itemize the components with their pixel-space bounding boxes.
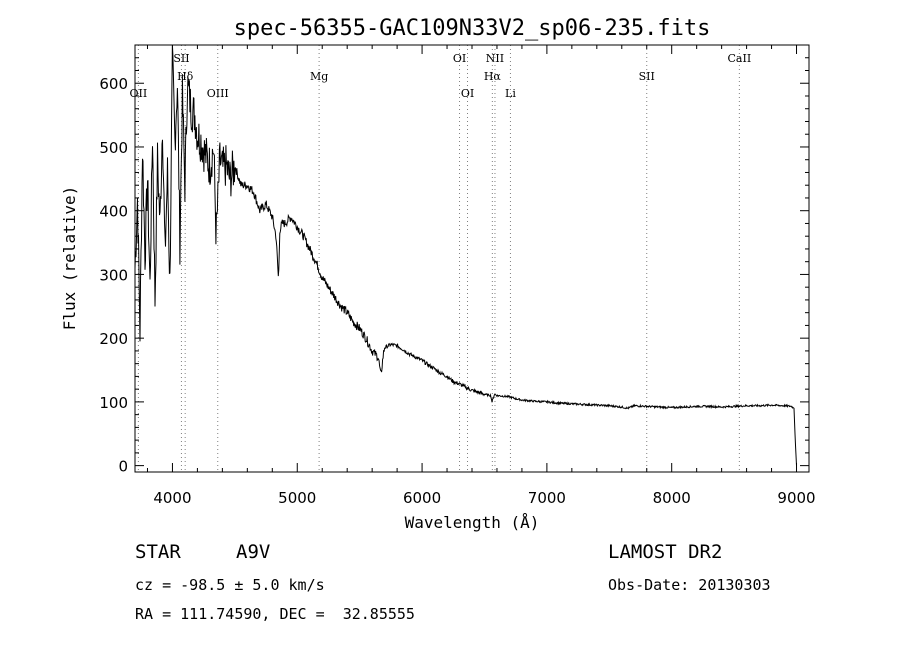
object-type: STAR xyxy=(135,541,181,563)
x-tick-label-3: 7000 xyxy=(528,489,566,507)
spectral-line-label-6: OI xyxy=(461,87,474,100)
y-tick-label-2: 200 xyxy=(99,330,128,348)
axis-ticks: 4000 5000 6000 7000 8000 9000 0 100 200 300 400 500… xyxy=(99,45,816,507)
x-tick-label-1: 5000 xyxy=(278,489,316,507)
y-tick-label-0: 0 xyxy=(118,458,128,476)
spectrum-series-line xyxy=(134,44,797,466)
coordinates-readout: RA = 111.74590, DEC = 32.85555 xyxy=(135,605,415,623)
x-tick-label-4: 8000 xyxy=(653,489,691,507)
y-tick-label-5: 500 xyxy=(99,139,128,157)
y-tick-label-1: 100 xyxy=(99,394,128,412)
spectral-line-label-9: Li xyxy=(505,87,516,100)
y-tick-label-4: 400 xyxy=(99,203,128,221)
spectral-line-label-2: SII xyxy=(173,52,189,65)
chart-title: spec-56355-GAC109N33V2_sp06-235.fits xyxy=(234,16,711,41)
spectral-line-label-5: OI xyxy=(453,52,466,65)
spectral-line-label-1: OII xyxy=(130,87,148,100)
spectral-line-label-7: NII xyxy=(486,52,504,65)
x-tick-label-2: 6000 xyxy=(403,489,441,507)
x-tick-label-0: 4000 xyxy=(153,489,191,507)
spectral-line-label-10: SII xyxy=(639,70,655,83)
y-tick-label-3: 300 xyxy=(99,266,128,284)
plot-frame xyxy=(134,44,810,473)
spectral-line-label-11: CaII xyxy=(728,52,752,65)
spectral-class: A9V xyxy=(236,541,271,563)
spectral-line-label-3: OIII xyxy=(207,87,229,100)
spectral-line-label-8: Hα xyxy=(484,70,502,83)
y-tick-label-6: 600 xyxy=(99,75,128,93)
survey-name: LAMOST DR2 xyxy=(608,541,723,563)
x-axis-label: Wavelength (Å) xyxy=(405,513,540,532)
velocity-readout: cz = -98.5 ± 5.0 km/s xyxy=(135,576,325,594)
spectral-line-label-4: Mg xyxy=(310,70,328,83)
x-tick-label-5: 9000 xyxy=(777,489,815,507)
obs-date: Obs-Date: 20130303 xyxy=(608,576,771,594)
y-axis-label: Flux (relative) xyxy=(60,186,79,331)
spectral-line-label-0: Hδ xyxy=(177,70,194,83)
